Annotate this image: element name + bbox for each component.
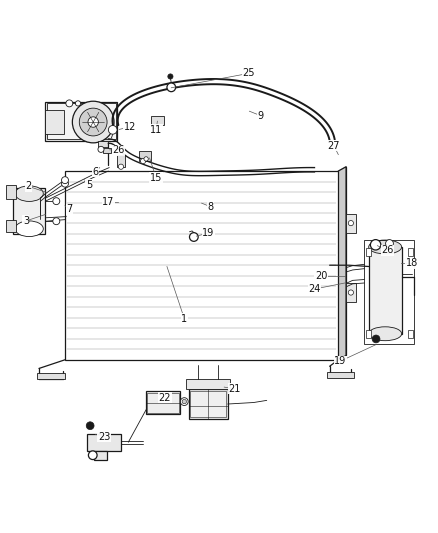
Text: 9: 9 (257, 110, 263, 120)
Circle shape (180, 398, 188, 406)
Bar (148, 393, 179, 413)
Bar (346, 283, 356, 302)
Text: 11: 11 (150, 125, 162, 135)
Bar (46, 102, 117, 141)
Text: 18: 18 (406, 258, 418, 268)
Circle shape (167, 83, 176, 92)
Text: 12: 12 (124, 122, 136, 132)
Text: 21: 21 (228, 384, 240, 394)
Text: 25: 25 (242, 68, 255, 78)
Bar (37, 373, 65, 379)
Circle shape (372, 335, 380, 343)
Circle shape (190, 233, 198, 241)
Circle shape (144, 157, 148, 161)
Text: 1: 1 (181, 313, 187, 324)
Bar (47, 103, 116, 140)
Circle shape (66, 100, 73, 107)
Bar (139, 151, 151, 160)
Text: 26: 26 (112, 145, 124, 155)
Ellipse shape (88, 117, 99, 127)
Circle shape (141, 158, 146, 164)
Bar (7, 220, 16, 232)
Bar (408, 330, 413, 337)
Bar (328, 372, 354, 378)
Bar (191, 391, 226, 417)
Bar (65, 171, 338, 360)
Text: 2: 2 (25, 181, 31, 191)
Bar (103, 148, 111, 153)
Bar (408, 248, 413, 256)
Text: 17: 17 (102, 197, 115, 207)
Circle shape (61, 177, 68, 184)
Bar (189, 389, 228, 419)
Polygon shape (338, 167, 346, 360)
Ellipse shape (72, 101, 114, 143)
Bar (146, 391, 180, 414)
Circle shape (182, 399, 187, 404)
Text: 15: 15 (150, 173, 162, 183)
Circle shape (348, 290, 353, 295)
Circle shape (86, 422, 94, 430)
Text: 5: 5 (86, 180, 92, 190)
Text: 3: 3 (23, 216, 29, 226)
Ellipse shape (79, 108, 107, 136)
Circle shape (88, 451, 97, 459)
Circle shape (75, 101, 81, 106)
Bar (366, 248, 371, 256)
Ellipse shape (369, 240, 402, 254)
Text: 22: 22 (159, 392, 171, 402)
Circle shape (98, 147, 104, 152)
Bar (364, 240, 414, 344)
Circle shape (385, 240, 393, 247)
Circle shape (118, 164, 124, 169)
Ellipse shape (369, 327, 402, 341)
Bar (187, 379, 230, 389)
Ellipse shape (15, 186, 43, 201)
Bar (7, 185, 16, 199)
Text: 7: 7 (66, 204, 72, 214)
Bar (117, 155, 125, 167)
Bar (13, 188, 46, 234)
Circle shape (108, 125, 117, 134)
Bar (151, 116, 164, 125)
Text: 27: 27 (328, 141, 340, 151)
Text: 23: 23 (98, 432, 110, 441)
Text: 6: 6 (92, 167, 99, 177)
Text: 8: 8 (207, 201, 213, 212)
Text: 24: 24 (308, 284, 321, 294)
Circle shape (168, 74, 173, 79)
Text: 26: 26 (381, 245, 393, 255)
Ellipse shape (15, 221, 43, 237)
Circle shape (348, 221, 353, 225)
Bar (366, 330, 371, 337)
Bar (369, 247, 402, 334)
Bar (346, 214, 356, 233)
Text: 19: 19 (202, 228, 214, 238)
Bar (46, 110, 64, 134)
Bar (87, 434, 121, 451)
Circle shape (53, 218, 60, 225)
Bar (98, 141, 108, 147)
Bar (95, 451, 106, 461)
Text: 20: 20 (315, 271, 327, 281)
Circle shape (371, 240, 381, 250)
Circle shape (61, 180, 68, 187)
Circle shape (53, 198, 60, 205)
Text: 19: 19 (334, 356, 346, 366)
